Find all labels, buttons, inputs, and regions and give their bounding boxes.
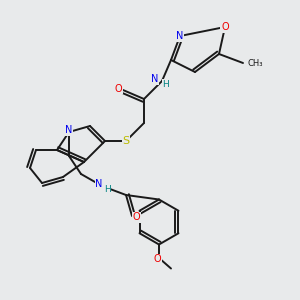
Text: CH₃: CH₃ (248, 58, 263, 68)
Text: N: N (95, 178, 103, 189)
Text: N: N (151, 74, 158, 85)
Text: N: N (65, 125, 73, 136)
Text: O: O (133, 212, 140, 223)
Text: N: N (176, 31, 184, 41)
Text: O: O (115, 83, 122, 94)
Text: O: O (221, 22, 229, 32)
Text: O: O (154, 254, 161, 265)
Text: S: S (122, 136, 130, 146)
Text: H: H (104, 184, 111, 194)
Text: H: H (162, 80, 169, 89)
